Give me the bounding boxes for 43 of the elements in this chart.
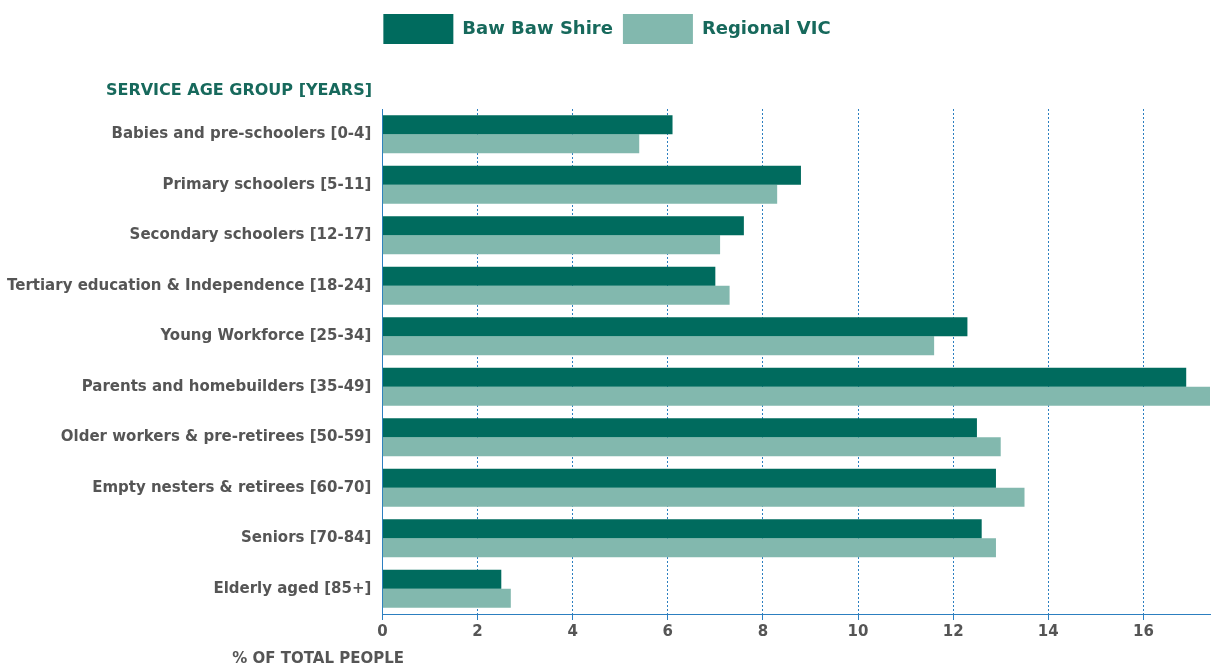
y-tick-label: Tertiary education & Independence [18-24] [7,275,372,294]
y-tick-label: Seniors [70-84] [241,528,372,547]
bar [382,184,778,204]
y-tick-label: Primary schoolers [5-11] [162,174,372,193]
bar [382,235,721,255]
bar [382,487,1025,507]
x-tick-label: 6 [662,621,673,640]
bar [382,216,744,236]
y-tick-label: Elderly aged [85+] [213,578,372,597]
x-tick-label: 16 [1132,621,1154,640]
bar [382,418,977,438]
x-axis-title: % OF TOTAL PEOPLE [231,649,404,667]
y-tick-label: Secondary schoolers [12-17] [129,225,372,244]
legend-label: Regional VIC [701,16,831,38]
y-axis-title: SERVICE AGE GROUP [YEARS] [104,80,372,99]
x-tick-label: 0 [377,621,388,640]
bar [382,115,673,135]
x-tick-label: 10 [847,621,869,640]
bar [382,538,996,558]
bar [382,367,1187,387]
bar [382,468,996,488]
bar [382,386,1210,406]
bar [382,588,511,608]
x-tick-label: 14 [1037,621,1059,640]
bar [382,569,502,589]
x-tick-label: 12 [942,621,964,640]
x-tick-label: 8 [757,621,769,640]
bar [382,165,801,185]
x-tick-label: 4 [567,621,578,640]
bar [382,336,935,356]
y-tick-label: Babies and pre-schoolers [0-4] [111,124,372,143]
y-tick-label: Older workers & pre-retirees [50-59] [60,427,372,446]
bar [382,266,716,286]
x-tick-label: 2 [472,621,483,640]
bar [382,285,730,305]
bar [382,134,640,154]
bar [382,317,968,337]
y-tick-label: Parents and homebuilders [35-49] [81,376,372,395]
bar [382,519,982,539]
y-tick-label: Empty nesters & retirees [60-70] [92,477,372,496]
legend-label: Baw Baw Shire [462,16,613,38]
y-tick-label: Young Workforce [25-34] [159,326,372,345]
bar [382,437,1001,457]
